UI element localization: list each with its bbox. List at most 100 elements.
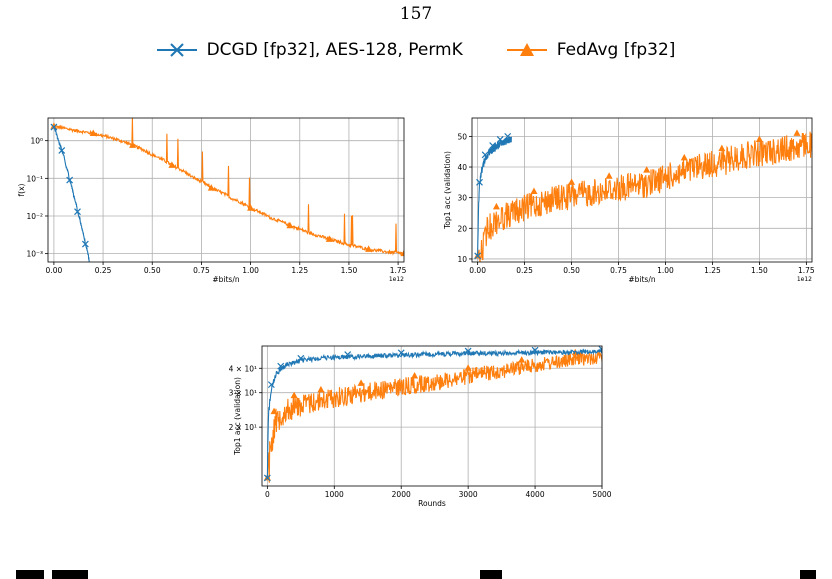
data-point-triangle-marker xyxy=(89,129,97,137)
data-point-triangle-marker xyxy=(492,202,500,210)
y-tick-label: 3 × 10¹ xyxy=(229,389,257,398)
series-group xyxy=(50,118,404,262)
legend-label-dcgd: DCGD [fp32], AES-128, PermK xyxy=(206,40,463,60)
data-point-x-marker xyxy=(58,147,66,154)
y-axis-label: Top1 acc (validation) xyxy=(443,151,452,230)
data-point-x-marker xyxy=(504,132,512,140)
series-line-dcgd xyxy=(477,136,512,256)
series-line-fedavg xyxy=(477,131,812,262)
x-tick-label: 1.75 xyxy=(390,266,407,275)
x-tick-label: 0 xyxy=(265,490,270,499)
x-tick-label: 0.25 xyxy=(95,266,112,275)
series-group xyxy=(263,346,602,483)
y-axis-label: f(x) xyxy=(17,183,26,196)
x-tick-label: 5000 xyxy=(592,490,611,499)
data-point-x-marker xyxy=(344,351,352,359)
plot-frame xyxy=(261,345,603,487)
legend-line-x-marker-icon xyxy=(156,43,197,57)
data-point-triangle-marker xyxy=(325,235,333,242)
data-point-x-marker xyxy=(464,347,472,355)
data-point-triangle-marker xyxy=(518,356,526,363)
data-point-x-marker xyxy=(66,176,74,184)
data-point-x-marker xyxy=(74,208,81,216)
data-point-x-marker xyxy=(263,474,271,482)
data-point-triangle-marker xyxy=(755,135,763,142)
page-number: 157 xyxy=(399,4,433,24)
plot-frame xyxy=(47,117,405,263)
chart-accuracy-vs-rounds: 0 1000 2000 3000 4000 5000 2 × 10¹ 3 × 10¹ 4 × 1… xyxy=(229,345,612,508)
x-axis-label: #bits/n xyxy=(628,275,656,284)
data-point-triangle-marker xyxy=(290,391,298,399)
x-tick-label: 1000 xyxy=(325,490,344,499)
chart-accuracy-vs-bits: 0.00 0.25 0.50 0.75 1.00 1.25 1.50 1.75 10 20 30 40… xyxy=(443,117,815,284)
series-group xyxy=(474,129,812,262)
data-point-x-marker xyxy=(598,346,602,353)
x-tick-label: 1.00 xyxy=(242,266,259,275)
x-axis-label: Rounds xyxy=(418,499,446,508)
data-point-triangle-marker xyxy=(365,245,373,252)
y-tick-label: 40 xyxy=(457,163,467,172)
y-tick-label: 50 xyxy=(457,132,467,141)
data-point-triangle-marker xyxy=(411,372,419,379)
data-point-triangle-marker xyxy=(317,385,325,393)
data-point-triangle-marker xyxy=(129,141,137,148)
y-tick-label: 2 × 10¹ xyxy=(229,423,257,432)
data-point-triangle-marker xyxy=(400,249,404,257)
series-line-fedavg xyxy=(53,118,404,257)
y-tick-label: 10⁰ xyxy=(30,137,43,146)
y-tick-label: 4 × 10¹ xyxy=(229,364,257,373)
y-axis-label: Top1 acc (validation) xyxy=(233,377,242,456)
data-point-triangle-marker xyxy=(50,122,58,129)
data-point-triangle-marker xyxy=(168,161,176,168)
data-point-triangle-marker xyxy=(357,379,365,386)
x-tick-label: 0.25 xyxy=(516,266,533,275)
data-point-triangle-marker xyxy=(568,178,576,185)
chart-loss-vs-bits: 0.00 0.25 0.50 0.75 1.00 1.25 1.50 1.75 10⁻³ 10⁻²… xyxy=(17,117,407,284)
legend-label-fedavg: FedAvg [fp32] xyxy=(556,40,676,60)
plot-frame xyxy=(471,117,813,263)
legend-item-dcgd: DCGD [fp32], AES-128, PermK xyxy=(156,40,463,60)
x-tick-label: 1.00 xyxy=(657,266,674,275)
data-point-x-marker xyxy=(277,362,285,370)
x-tick-label: 2000 xyxy=(392,490,411,499)
data-point-triangle-marker xyxy=(530,187,538,195)
data-point-x-marker xyxy=(476,178,483,186)
x-tick-label: 0.50 xyxy=(144,266,161,275)
figure-legend: DCGD [fp32], AES-128, PermK FedAvg [fp32… xyxy=(0,40,832,60)
y-tick-label: 20 xyxy=(457,224,467,233)
data-point-x-marker xyxy=(496,136,504,143)
x-tick-label: 3000 xyxy=(459,490,478,499)
data-point-x-marker xyxy=(474,252,482,260)
series-line-dcgd xyxy=(53,126,90,262)
data-point-x-marker xyxy=(81,240,89,248)
x-tick-label: 0.00 xyxy=(46,266,63,275)
x-tick-label: 0.75 xyxy=(193,266,210,275)
y-tick-label: 10 xyxy=(457,255,467,264)
legend-line-triangle-marker-icon xyxy=(506,43,547,56)
x-tick-label: 1.25 xyxy=(704,266,721,275)
plot-area xyxy=(262,346,602,486)
data-point-x-marker xyxy=(297,354,305,362)
x-tick-label: 1.25 xyxy=(291,266,308,275)
x-tick-label: 0.50 xyxy=(563,266,580,275)
data-point-triangle-marker xyxy=(286,221,294,229)
data-point-triangle-marker xyxy=(605,172,613,179)
data-point-x-marker xyxy=(50,123,58,131)
x-axis-multiplier: 1e12 xyxy=(389,276,404,283)
data-point-x-marker xyxy=(489,142,497,149)
data-point-triangle-marker xyxy=(718,144,726,152)
data-point-triangle-marker xyxy=(247,204,255,211)
y-tick-label: 30 xyxy=(457,194,467,203)
x-axis-multiplier: 1e12 xyxy=(797,276,812,283)
data-point-x-marker xyxy=(481,151,489,159)
x-tick-label: 1.50 xyxy=(751,266,768,275)
y-tick-label: 10⁻¹ xyxy=(26,174,43,183)
data-point-triangle-marker xyxy=(680,153,688,161)
data-point-x-marker xyxy=(531,346,539,354)
x-tick-label: 1.50 xyxy=(341,266,358,275)
x-tick-label: 0.00 xyxy=(469,266,486,275)
series-line-fedavg xyxy=(266,351,602,483)
data-point-triangle-marker xyxy=(207,184,215,191)
x-tick-label: 0.75 xyxy=(610,266,627,275)
data-point-triangle-marker xyxy=(270,407,278,415)
